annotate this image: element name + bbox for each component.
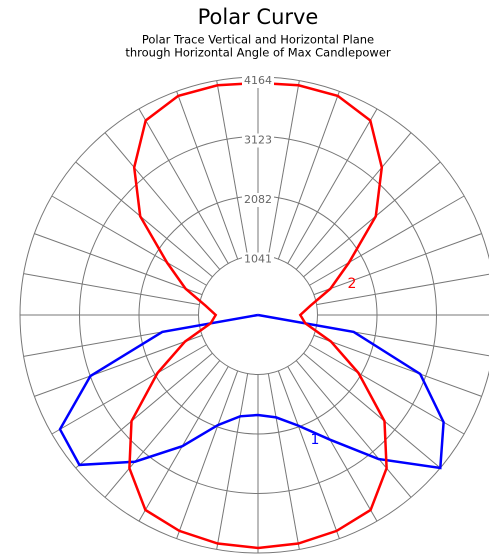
spoke — [104, 132, 221, 270]
spoke — [316, 273, 489, 306]
tick-label-bg — [242, 193, 274, 207]
tick-label-bg — [242, 74, 274, 88]
spoke — [309, 195, 465, 286]
spoke — [277, 370, 340, 539]
chart-subtitle: through Horizontal Angle of Max Candlepo… — [125, 46, 391, 60]
spoke — [176, 370, 239, 539]
tick-label-bg — [242, 133, 274, 148]
spoke — [313, 334, 482, 397]
chart-title: Polar Curve — [198, 5, 319, 29]
spoke — [216, 373, 249, 550]
r-tick-label: 4164 — [244, 74, 272, 87]
series-label: 1 — [311, 432, 320, 448]
spoke — [34, 233, 203, 296]
spoke — [34, 334, 203, 397]
spoke — [138, 366, 229, 522]
spoke — [287, 108, 378, 264]
grid — [19, 76, 489, 554]
spoke — [313, 233, 482, 296]
r-tick-label: 3123 — [244, 134, 272, 147]
spoke — [138, 108, 229, 264]
polar-curve — [58, 313, 445, 470]
spoke — [51, 195, 207, 286]
spoke — [176, 91, 239, 260]
spoke — [277, 91, 340, 260]
r-tick-label: 1041 — [244, 253, 272, 266]
series-label: 2 — [348, 276, 357, 292]
spoke — [287, 366, 378, 522]
spoke — [23, 273, 200, 306]
spoke — [75, 352, 213, 469]
spoke — [267, 373, 300, 550]
r-tick-label: 2082 — [244, 193, 272, 206]
spoke — [295, 132, 412, 270]
labels: 1 2 1041 2082 3123 4164 — [242, 74, 356, 448]
spoke — [303, 352, 441, 469]
spoke — [51, 344, 207, 435]
spoke — [104, 360, 221, 498]
spoke — [267, 80, 300, 257]
spoke — [309, 344, 465, 435]
spoke — [216, 80, 249, 257]
chart-subtitle: Polar Trace Vertical and Horizontal Plan… — [142, 33, 374, 47]
spoke — [303, 161, 441, 278]
spoke — [295, 360, 412, 498]
spoke — [75, 161, 213, 278]
tick-label-bg — [242, 252, 274, 267]
